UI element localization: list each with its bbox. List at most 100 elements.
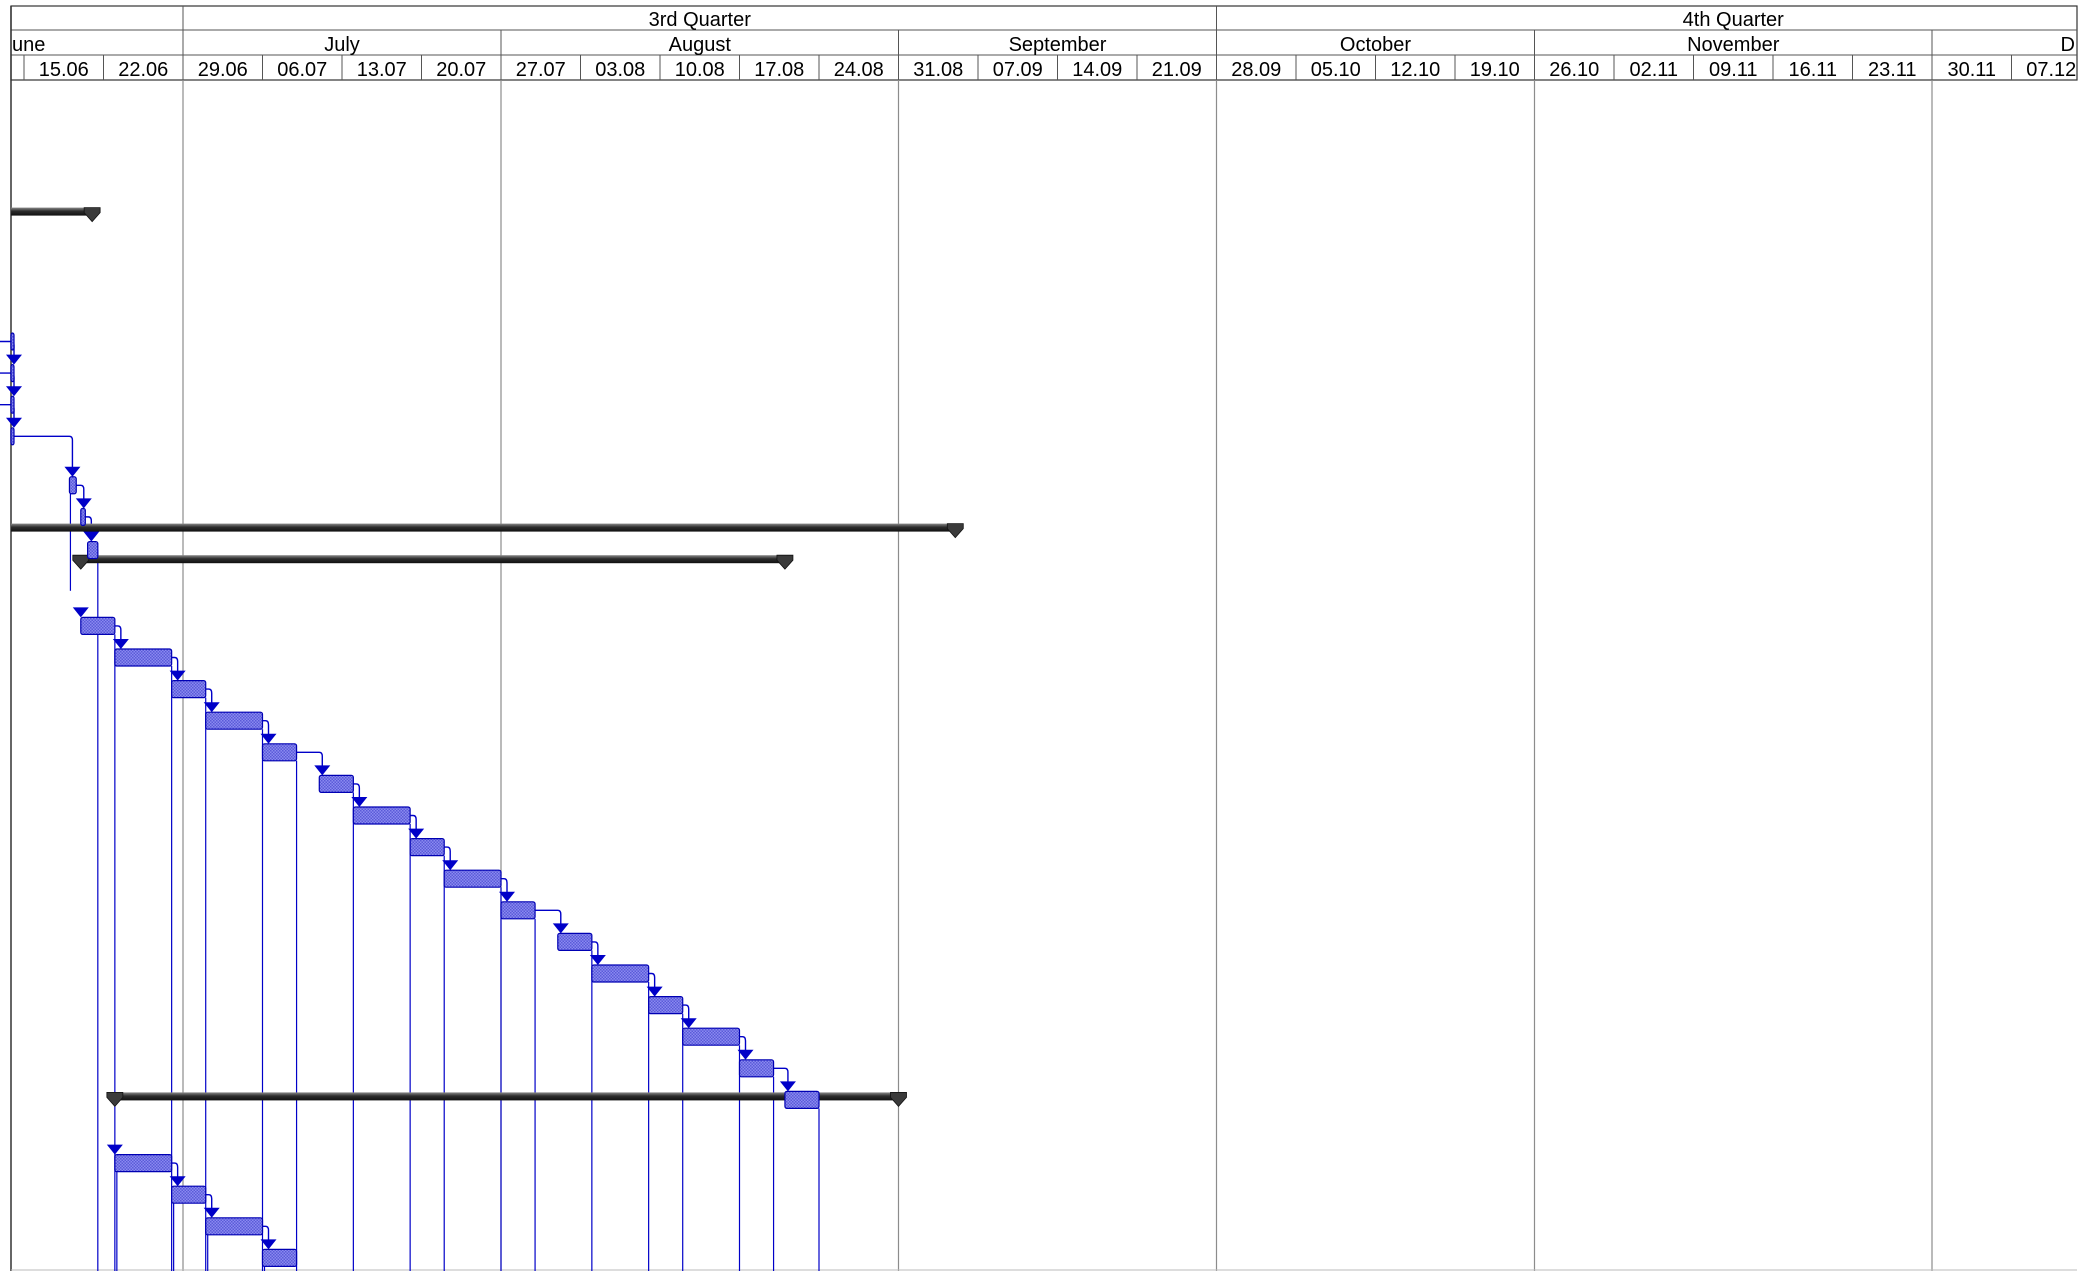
dependency-arrow [779,1081,796,1092]
summary-bar [11,523,956,532]
dependency-arrow [314,765,331,776]
dependency-link [501,878,508,893]
task-bar [80,507,86,526]
dependency-link [205,688,213,704]
dependency-arrow [75,498,92,509]
task-bar [443,869,502,888]
dependency-arrow [260,733,277,744]
dependency-arrow [169,670,186,681]
summary-bar [80,555,785,564]
task-bar [10,364,15,383]
dependency-link [171,1162,179,1178]
task-bar [10,332,15,351]
task-bar [784,1090,820,1110]
summary-end-cap [83,207,101,223]
week-label: 14.09 [1072,59,1122,81]
month-label: October [1340,34,1411,56]
dependency-link [171,656,179,672]
task-bar [205,1217,264,1236]
summary-bar [11,207,93,216]
dependency-link [262,720,270,735]
week-label: 29.06 [198,59,248,81]
task-bar [261,743,298,762]
week-label: 19.10 [1470,59,1520,81]
dependency-arrow [646,986,663,997]
week-label: 23.11 [1868,59,1917,81]
task-bar [171,679,207,699]
dependency-link [262,1225,270,1241]
dependency-link [535,909,562,925]
week-label: 26.10 [1549,59,1599,81]
dependency-link [773,1067,789,1083]
task-bar [738,1059,775,1078]
timescale-header: 3rd Quarter 4th Quarter une July August Septe… [10,5,2078,81]
week-label: 02.11 [1629,59,1678,81]
quarter-label: 4th Quarter [1683,9,1785,31]
task-bar [171,1185,207,1204]
summary-start-cap [72,554,90,570]
dependency-arrow [408,828,425,839]
dependency-arrow [83,531,100,542]
dependency-link [591,941,599,956]
task-bar [10,427,15,446]
week-label: 24.08 [834,59,884,81]
dependency-arrow [203,702,220,713]
task-bar [557,932,593,952]
task-bar [409,837,445,857]
dependency-arrow [72,607,89,618]
summary-end-cap [890,1092,907,1108]
dependency-link [85,516,93,533]
month-label: une [12,34,45,56]
week-label: 31.08 [913,59,963,81]
month-label: D [2061,34,2075,56]
summary-end-cap [946,523,964,539]
week-label: 27.07 [516,59,566,81]
week-label: 17.08 [754,59,804,81]
header-frame [10,5,2078,81]
month-label: July [324,34,360,56]
task-bar [205,711,264,730]
dependency-arrow [169,1176,186,1187]
week-label: 13.07 [357,59,407,81]
dependency-arrow [106,1144,123,1155]
task-bar [682,1027,741,1046]
week-label: 07.12 [2026,59,2076,81]
task-bar [86,540,99,560]
week-label: 15.06 [39,59,89,81]
month-label: August [669,34,732,56]
dependency-arrow [64,466,81,477]
task-bar [68,476,77,495]
summary-start-cap [106,1092,124,1108]
dependency-arrow [260,1239,277,1250]
week-label: 12.10 [1390,59,1440,81]
dependency-link [76,484,85,500]
dependency-link [205,1194,213,1209]
week-label: 30.11 [1947,59,1996,81]
dependency-arrow [442,860,459,871]
summary-end-cap [776,554,794,570]
dependency-link [353,783,361,798]
week-label: 22.06 [118,59,168,81]
dependency-link [444,846,451,862]
dependency-arrow [737,1049,754,1060]
task-bar [318,774,354,794]
week-label: 05.10 [1311,59,1361,81]
dependency-link [739,1036,747,1051]
week-label: 06.07 [277,59,327,81]
dependency-arrow [6,386,22,397]
dependency-arrow [6,354,22,365]
week-label: 16.11 [1788,59,1837,81]
dependency-link [410,814,417,830]
dependency-arrow [6,417,22,428]
dependency-arrow [112,639,129,649]
task-bar [114,1153,173,1173]
task-bar [352,806,411,825]
dependency-arrow [680,1018,697,1029]
dependency-arrow [499,891,515,902]
task-bars [10,207,964,1268]
task-bar [114,648,173,667]
quarter-label: 3rd Quarter [649,9,752,31]
dependency-link [682,1004,690,1020]
timescale-gridlines [10,6,2077,1271]
